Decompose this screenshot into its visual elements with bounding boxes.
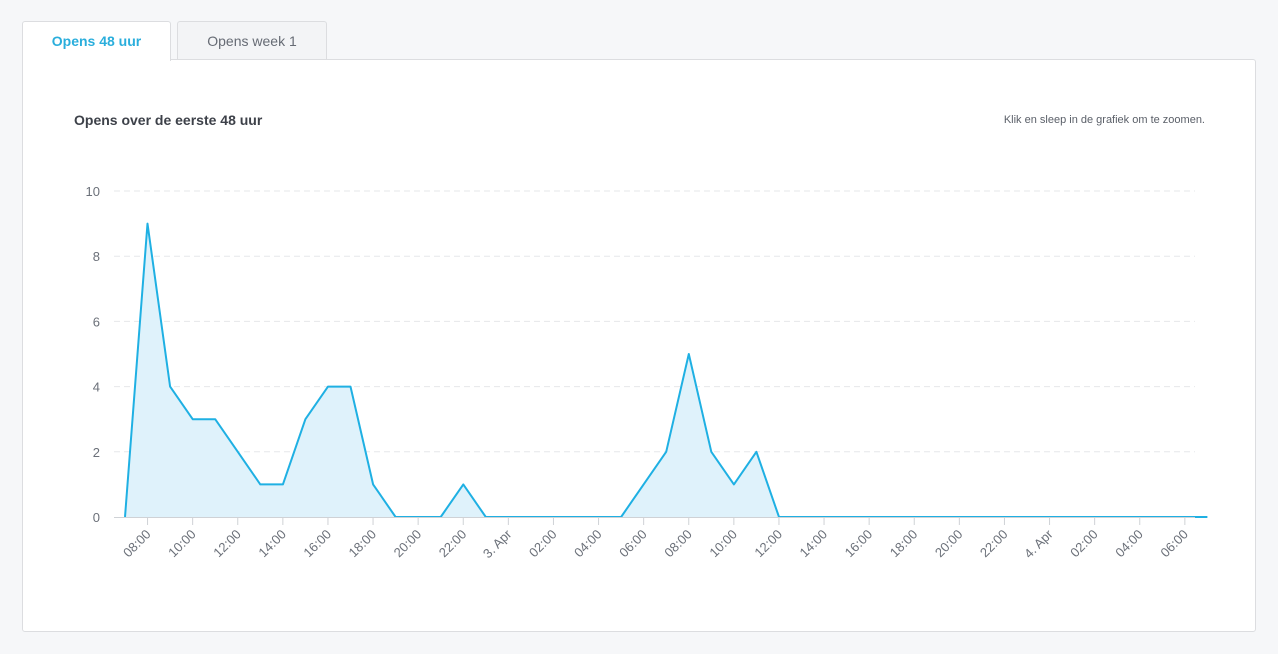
- data-point[interactable]: [368, 479, 378, 489]
- data-point[interactable]: [639, 479, 649, 489]
- x-tick-label: 12:00: [751, 527, 785, 561]
- x-tick-label: 08:00: [120, 527, 154, 561]
- chart-panel: Opens over de eerste 48 uur Klik en slee…: [22, 59, 1256, 632]
- x-tick-label: 04:00: [571, 527, 605, 561]
- x-tick-label: 22:00: [436, 527, 470, 561]
- y-tick-label: 4: [93, 380, 100, 395]
- x-tick-label: 02:00: [526, 527, 560, 561]
- data-point[interactable]: [278, 479, 288, 489]
- data-point[interactable]: [706, 447, 716, 457]
- x-tick-label: 12:00: [210, 527, 244, 561]
- y-tick-label: 2: [93, 445, 100, 460]
- chart-title: Opens over de eerste 48 uur: [74, 112, 263, 128]
- data-point[interactable]: [143, 219, 153, 229]
- data-point[interactable]: [751, 447, 761, 457]
- x-tick-label: 10:00: [165, 527, 199, 561]
- data-point[interactable]: [323, 382, 333, 392]
- data-point[interactable]: [684, 349, 694, 359]
- x-tick-label: 18:00: [346, 527, 380, 561]
- x-tick-label: 10:00: [706, 527, 740, 561]
- grid-lines: [114, 190, 1195, 453]
- y-tick-label: 0: [93, 510, 100, 525]
- x-tick-label: 18:00: [887, 527, 921, 561]
- tab-opens-week-1[interactable]: Opens week 1: [177, 21, 327, 59]
- tab-opens-48-uur[interactable]: Opens 48 uur: [22, 21, 171, 61]
- x-tick-label: 4. Apr: [1021, 526, 1056, 561]
- x-tick-label: 06:00: [1157, 527, 1191, 561]
- series-area: [125, 223, 1208, 517]
- data-point[interactable]: [188, 414, 198, 424]
- x-tick-label: 02:00: [1067, 527, 1101, 561]
- y-tick-label: 8: [93, 249, 100, 264]
- data-point[interactable]: [661, 447, 671, 457]
- data-point[interactable]: [255, 479, 265, 489]
- x-tick-label: 08:00: [661, 527, 695, 561]
- x-tick-label: 16:00: [842, 527, 876, 561]
- y-tick-label: 6: [93, 314, 100, 329]
- plot-area[interactable]: [120, 219, 1212, 522]
- x-axis: 08:00 10:00 12:00 14:00 16:00 18:00 20:00 22:00…: [114, 517, 1195, 561]
- data-point[interactable]: [300, 414, 310, 424]
- opens-area-chart[interactable]: 0 2 4 6 8 10 08:00 10:00 12:00 14:00 16:00 18:00 20…: [23, 60, 1255, 631]
- x-tick-label: 04:00: [1112, 527, 1146, 561]
- x-tick-label: 22:00: [977, 527, 1011, 561]
- data-point[interactable]: [233, 447, 243, 457]
- x-tick-label: 06:00: [616, 527, 650, 561]
- x-tick-label: 14:00: [797, 527, 831, 561]
- x-tick-label: 3. Apr: [480, 526, 515, 561]
- y-tick-label: 10: [86, 184, 100, 199]
- y-axis: 0 2 4 6 8 10: [86, 184, 100, 525]
- data-point[interactable]: [165, 382, 175, 392]
- x-tick-label: 20:00: [932, 527, 966, 561]
- x-tick-label: 14:00: [255, 527, 289, 561]
- data-point[interactable]: [1202, 512, 1212, 522]
- data-point[interactable]: [729, 479, 739, 489]
- data-point[interactable]: [210, 414, 220, 424]
- data-point[interactable]: [346, 382, 356, 392]
- zoom-hint: Klik en sleep in de grafiek om te zoomen…: [1003, 114, 1205, 126]
- data-point[interactable]: [458, 479, 468, 489]
- x-tick-label: 16:00: [300, 527, 334, 561]
- x-tick-label: 20:00: [391, 527, 425, 561]
